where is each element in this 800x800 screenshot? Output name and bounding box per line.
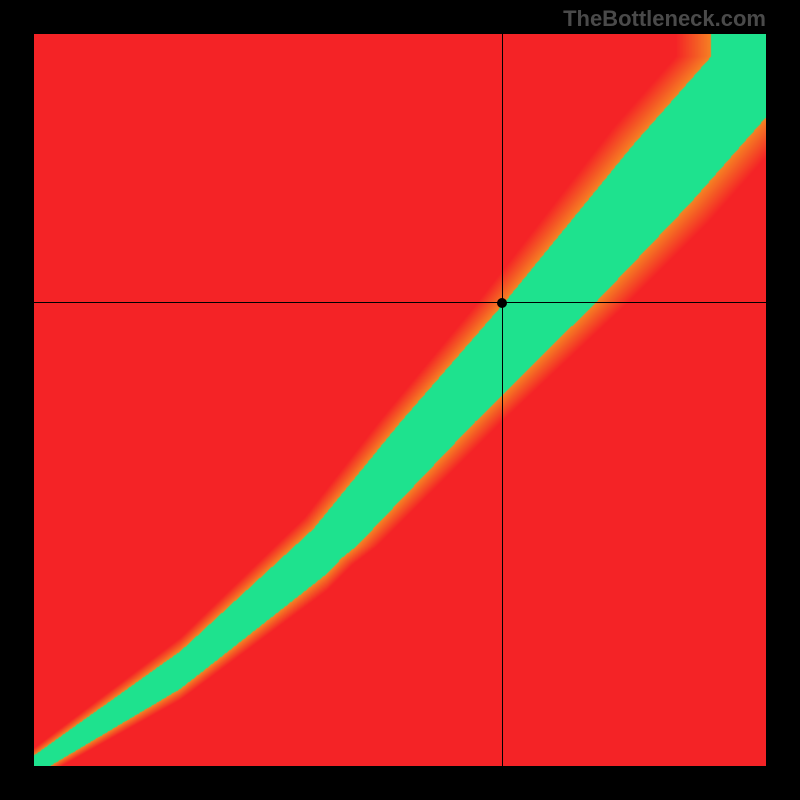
- heatmap-canvas: [34, 34, 766, 766]
- crosshair-horizontal: [34, 302, 766, 303]
- heatmap-plot: [34, 34, 766, 766]
- watermark-text: TheBottleneck.com: [563, 6, 766, 32]
- crosshair-vertical: [502, 34, 503, 766]
